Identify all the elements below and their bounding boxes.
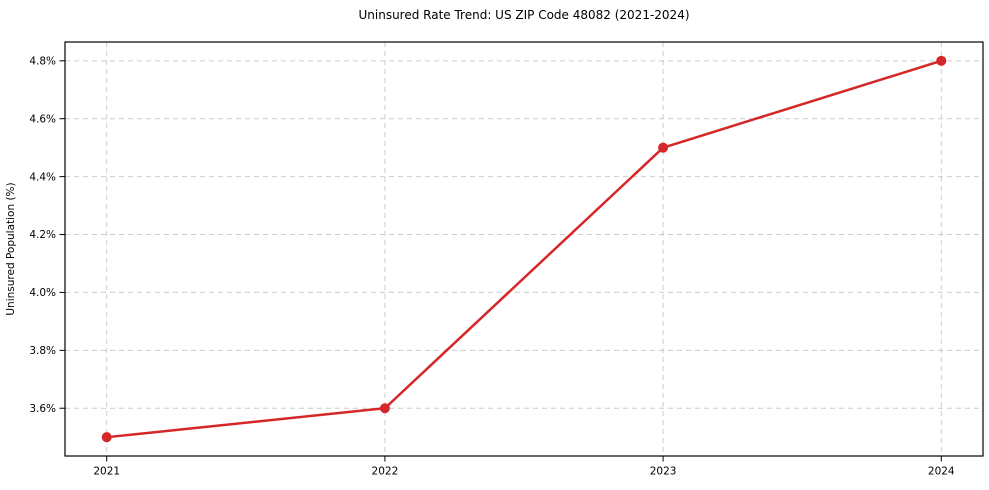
chart-title: Uninsured Rate Trend: US ZIP Code 48082 …: [358, 8, 690, 22]
y-axis-label: Uninsured Population (%): [5, 182, 17, 315]
x-tick-label: 2024: [928, 466, 955, 478]
data-point: [936, 55, 947, 66]
data-point: [658, 142, 669, 153]
y-tick-label: 3.6%: [29, 403, 56, 415]
data-point: [101, 432, 112, 443]
y-tick-label: 4.6%: [29, 113, 56, 125]
y-tick-label: 3.8%: [29, 345, 56, 357]
x-tick-label: 2022: [372, 466, 399, 478]
y-tick-label: 4.0%: [29, 287, 56, 299]
x-tick-label: 2023: [650, 466, 677, 478]
data-point: [379, 403, 390, 414]
y-tick-label: 4.4%: [29, 171, 56, 183]
x-tick-label: 2021: [93, 466, 120, 478]
y-tick-label: 4.8%: [29, 56, 56, 68]
axes-border: [64, 41, 984, 457]
y-tick-label: 4.2%: [29, 229, 56, 241]
trend-line: [105, 59, 943, 439]
